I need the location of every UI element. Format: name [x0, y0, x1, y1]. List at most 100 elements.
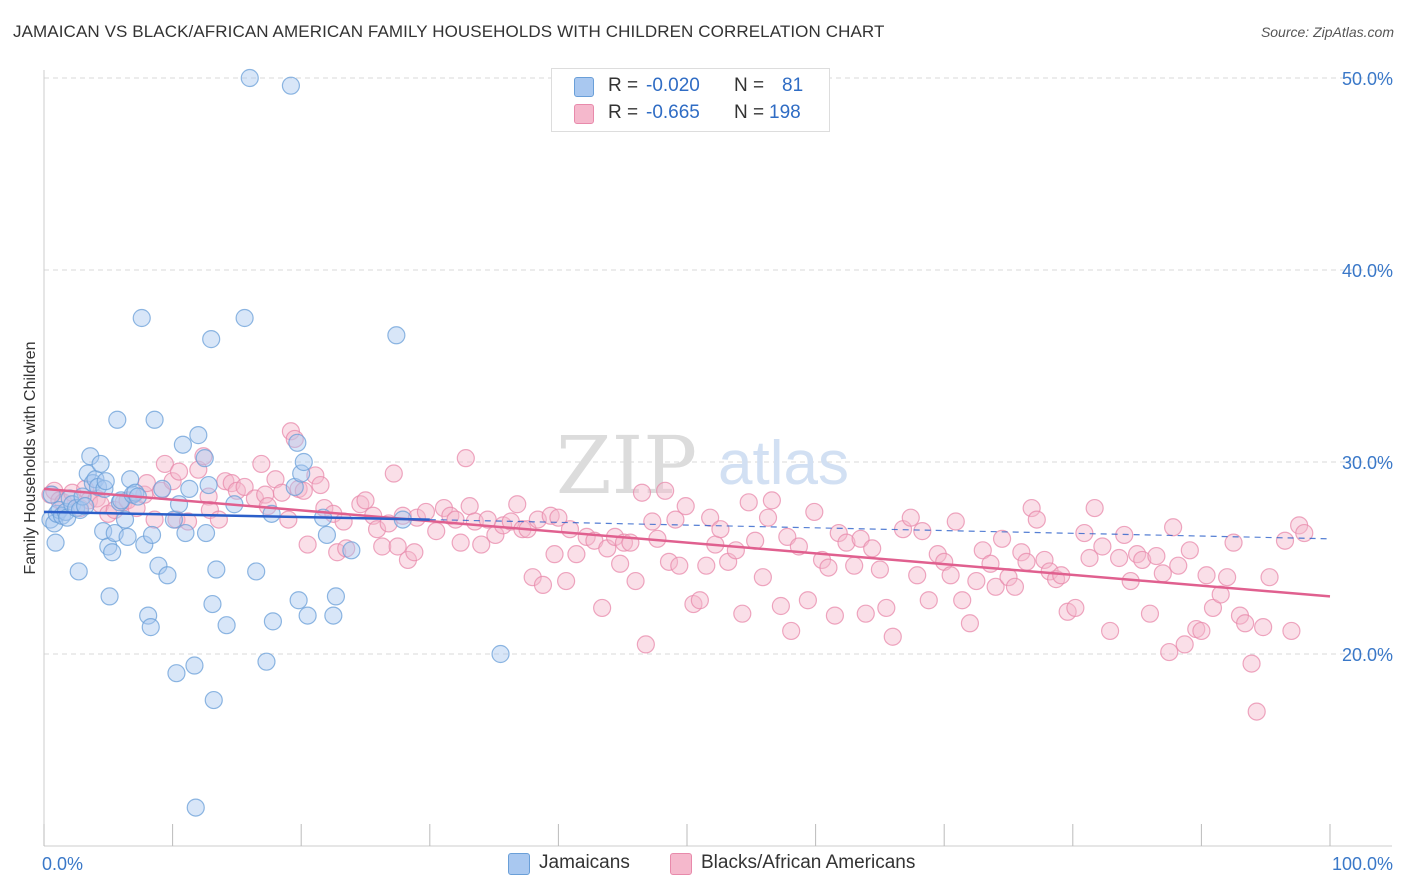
y-axis-label: Family Households with Children: [22, 342, 39, 575]
watermark-atlas: atlas: [718, 429, 849, 498]
legend-n-label: N =: [734, 102, 765, 123]
black-african-american-point: [1012, 543, 1031, 562]
jamaican-point: [76, 497, 95, 516]
legend-swatch-pink: [574, 104, 594, 124]
jamaican-point: [262, 504, 281, 523]
black-african-american-point: [1005, 577, 1025, 596]
black-african-american-point: [169, 462, 189, 481]
black-african-american-point: [545, 545, 564, 564]
legend-r-label: R =: [608, 102, 639, 123]
x-tick-label: 0.0%: [42, 854, 83, 874]
jamaican-point: [387, 326, 406, 345]
black-african-american-point: [1035, 550, 1054, 570]
jamaican-point: [69, 562, 88, 581]
jamaican-point: [103, 543, 122, 562]
black-african-american-point: [739, 493, 758, 512]
black-african-american-point: [1160, 642, 1179, 662]
black-african-american-point: [837, 533, 856, 552]
black-african-american-point: [127, 498, 146, 518]
black-african-american-point: [1275, 531, 1295, 550]
legend-r-value: -0.020: [646, 75, 700, 96]
jamaican-point: [135, 535, 154, 554]
black-african-american-point: [643, 512, 662, 531]
black-african-american-point: [877, 598, 896, 618]
black-african-american-point: [908, 566, 927, 585]
black-african-american-point: [155, 454, 174, 474]
legend-n-value: 198: [769, 102, 801, 123]
black-african-american-point: [1080, 548, 1099, 568]
jamaican-point: [145, 410, 164, 429]
jamaican-point: [173, 435, 192, 454]
black-african-american-point: [845, 556, 864, 575]
black-african-american-point: [782, 621, 801, 641]
black-african-american-point: [690, 591, 709, 610]
black-african-american-point: [373, 537, 392, 556]
jamaican-point: [281, 76, 301, 95]
black-african-american-point: [472, 535, 491, 554]
correlation-legend: R = -0.020 N = 81 R = -0.665 N = 198: [551, 68, 830, 132]
trendline-jamaicans-extension: [429, 519, 1331, 540]
black-african-american-point: [1242, 654, 1261, 673]
black-african-american-point: [1100, 621, 1120, 641]
black-african-american-point: [1175, 635, 1194, 654]
black-african-american-point: [533, 575, 553, 594]
jamaican-point: [167, 664, 186, 683]
jamaican-point: [96, 472, 115, 491]
y-tick-label: 20.0%: [1342, 645, 1393, 665]
black-african-american-point: [758, 508, 778, 527]
black-african-american-point: [1247, 702, 1266, 721]
jamaican-point: [288, 433, 307, 452]
black-african-american-point: [1127, 545, 1147, 564]
jamaican-point: [132, 308, 151, 328]
jamaican-point: [202, 330, 221, 349]
black-african-american-point: [294, 481, 313, 500]
black-african-american-point: [1224, 533, 1243, 552]
black-african-american-point: [356, 491, 375, 510]
jamaican-point: [317, 525, 337, 545]
black-african-american-point: [1254, 618, 1273, 637]
jamaican-point: [298, 606, 317, 625]
jamaican-point: [324, 606, 343, 625]
black-african-american-point: [1169, 556, 1188, 575]
y-tick-label: 40.0%: [1342, 261, 1393, 281]
black-african-american-point: [557, 571, 576, 591]
jamaican-point: [100, 587, 119, 606]
jamaican-point: [196, 523, 216, 543]
black-african-american-point: [298, 535, 317, 554]
black-african-american-point: [726, 541, 745, 560]
legend-r-label: R =: [608, 75, 639, 96]
y-tick-label: 30.0%: [1342, 453, 1393, 473]
black-african-american-point: [870, 560, 890, 579]
jamaican-point: [176, 523, 195, 543]
trendline-jamaicans: [43, 510, 430, 521]
jamaican-point: [189, 426, 208, 445]
black-african-american-point: [209, 510, 228, 529]
jamaican-point: [158, 566, 177, 585]
black-african-american-point: [523, 568, 542, 587]
jamaican-point: [195, 449, 214, 468]
black-african-american-point: [825, 606, 844, 625]
black-african-american-point: [967, 571, 986, 591]
black-african-american-point: [666, 510, 685, 529]
jamaican-point: [185, 656, 204, 675]
black-african-american-point: [733, 604, 752, 623]
jamaican-point: [491, 644, 510, 664]
black-african-american-point: [384, 464, 403, 483]
black-african-american-point: [1282, 621, 1301, 641]
jamaican-point: [204, 690, 223, 710]
jamaican-point: [180, 479, 199, 498]
jamaican-point: [342, 541, 361, 560]
jamaican-point: [118, 527, 137, 546]
black-african-american-point: [953, 591, 972, 610]
black-african-american-point: [311, 475, 330, 495]
chart-title: JAMAICAN VS BLACK/AFRICAN AMERICAN FAMIL…: [13, 22, 885, 41]
black-african-american-point: [1153, 564, 1172, 583]
black-african-american-point: [460, 497, 479, 516]
black-african-american-point: [819, 558, 838, 577]
black-african-american-point: [992, 529, 1012, 548]
black-african-american-point: [973, 541, 992, 560]
jamaican-point: [169, 495, 189, 514]
legend-n-value: 81: [782, 75, 804, 96]
black-african-american-point: [829, 523, 848, 543]
